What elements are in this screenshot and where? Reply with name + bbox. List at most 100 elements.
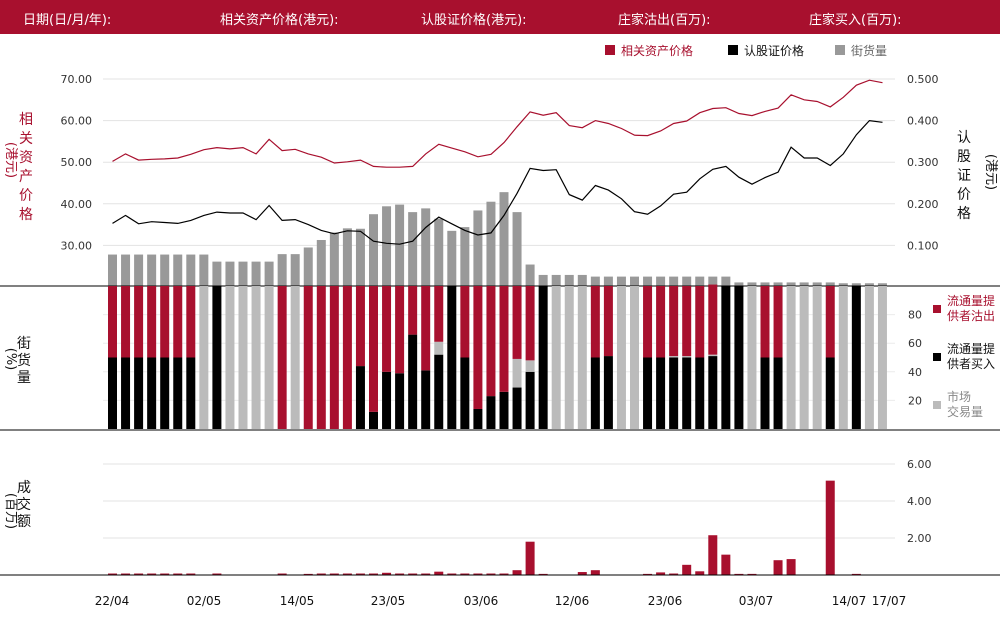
lp-buy-bar [656, 357, 666, 429]
market-volume-bar [577, 286, 587, 429]
turnover-bar [121, 573, 131, 575]
turnover-axis-label-char: 成 [17, 480, 31, 496]
turnover-axis-label-char: 交 [17, 496, 31, 513]
outstanding-bar [486, 201, 496, 287]
right-tick-label: 0.500 [907, 73, 939, 86]
lp-sell-bar [316, 286, 326, 429]
lp-sell-bar [760, 286, 770, 358]
x-tick-label: 14/07 [832, 594, 867, 608]
lp-buy-bar [512, 387, 522, 429]
legend-swatch [728, 45, 738, 55]
outstanding-bar [355, 228, 365, 287]
right-tick-label: 80 [908, 309, 922, 322]
legend-label: 供者买入 [947, 357, 995, 371]
legend-swatch [835, 45, 845, 55]
left-axis-label-char: 关 [19, 131, 33, 147]
outstanding-bar [603, 276, 613, 287]
legend-swatch [933, 305, 941, 313]
turnover-bar [460, 573, 470, 575]
outstanding-bar [616, 276, 626, 287]
lp-sell-bar [186, 286, 196, 358]
right-tick-label: 2.00 [907, 532, 932, 545]
outstanding-bar [342, 228, 352, 287]
x-tick-label: 23/05 [371, 594, 406, 608]
turnover-bar [160, 573, 170, 575]
outstanding-bar [682, 276, 692, 287]
x-tick-label: 23/06 [648, 594, 683, 608]
lp-buy-bar [525, 371, 535, 429]
turnover-bar [708, 535, 718, 575]
outstanding-bar [173, 254, 183, 287]
outstanding-bar [643, 276, 653, 287]
right-tick-label: 0.400 [907, 115, 939, 128]
turnover-bar [512, 570, 522, 575]
outstanding-bar [186, 254, 196, 287]
warrant-price-line [112, 119, 883, 245]
market-volume-bar [682, 356, 692, 358]
turnover-bar [825, 480, 835, 575]
lp-buy-bar [460, 357, 470, 429]
market-volume-bar [616, 286, 626, 429]
outstanding-bar [121, 254, 131, 287]
lp-sell-bar [342, 286, 352, 429]
right-axis-label-char: 股 [957, 149, 971, 165]
lp-sell-bar [147, 286, 157, 358]
lp-sell-bar [512, 286, 522, 359]
x-tick-label: 14/05 [280, 594, 315, 608]
outstanding-bar [251, 261, 261, 287]
turnover-bar [186, 573, 196, 575]
legend-label: 交易量 [947, 404, 983, 419]
lp-sell-bar [173, 286, 183, 358]
turnover-bar [643, 573, 653, 575]
left-axis-label-char: 产 [19, 169, 33, 185]
turnover-bar [108, 573, 117, 575]
market-volume-bar [225, 286, 235, 429]
lp-sell-bar [486, 286, 496, 397]
market-volume-bar [525, 360, 535, 372]
outstanding-bar [395, 204, 405, 287]
outstanding-bar [316, 239, 326, 287]
lp-sell-bar [656, 286, 666, 358]
left-tick-label: 50.00 [61, 156, 93, 169]
lp-sell-bar [825, 286, 835, 358]
outstanding-bar [199, 254, 209, 287]
lp-sell-bar [382, 286, 392, 372]
lp-buy-bar [721, 286, 731, 429]
lp-buy-bar [473, 408, 483, 429]
market-volume-bar [264, 286, 274, 429]
lp-buy-bar [669, 357, 679, 429]
volume-axis-label-char: 街 [17, 336, 31, 352]
market-volume-bar [512, 358, 522, 388]
left-axis-unit: (港元) [3, 142, 18, 178]
outstanding-bar [525, 264, 535, 287]
lp-buy-bar [121, 357, 131, 429]
lp-sell-bar [773, 286, 783, 358]
lp-buy-bar [212, 286, 222, 429]
lp-sell-bar [460, 286, 470, 358]
outstanding-bar [421, 208, 431, 287]
market-volume-bar [812, 286, 822, 429]
outstanding-bar [838, 283, 848, 287]
market-volume-bar [238, 286, 248, 429]
lp-buy-bar [134, 357, 144, 429]
turnover-bar [773, 560, 783, 575]
volume-axis-label-char: 货 [17, 352, 31, 369]
lp-sell-bar [355, 286, 365, 367]
outstanding-bar [290, 254, 300, 287]
header-date-label: 日期(日/月/年): [23, 13, 112, 28]
turnover-bar [682, 564, 692, 575]
lp-buy-bar [708, 356, 718, 429]
outstanding-bar [134, 254, 144, 287]
outstanding-bar [864, 283, 874, 287]
x-tick-label: 17/07 [872, 594, 907, 608]
lp-buy-bar [408, 334, 418, 429]
outstanding-bar [747, 282, 757, 287]
outstanding-bar [382, 206, 392, 287]
outstanding-bar [147, 254, 157, 287]
right-axis-label-char: 证 [957, 168, 971, 184]
legend-swatch [605, 45, 615, 55]
turnover-bar [134, 573, 144, 575]
outstanding-bar [877, 283, 887, 287]
outstanding-bar [812, 282, 822, 287]
